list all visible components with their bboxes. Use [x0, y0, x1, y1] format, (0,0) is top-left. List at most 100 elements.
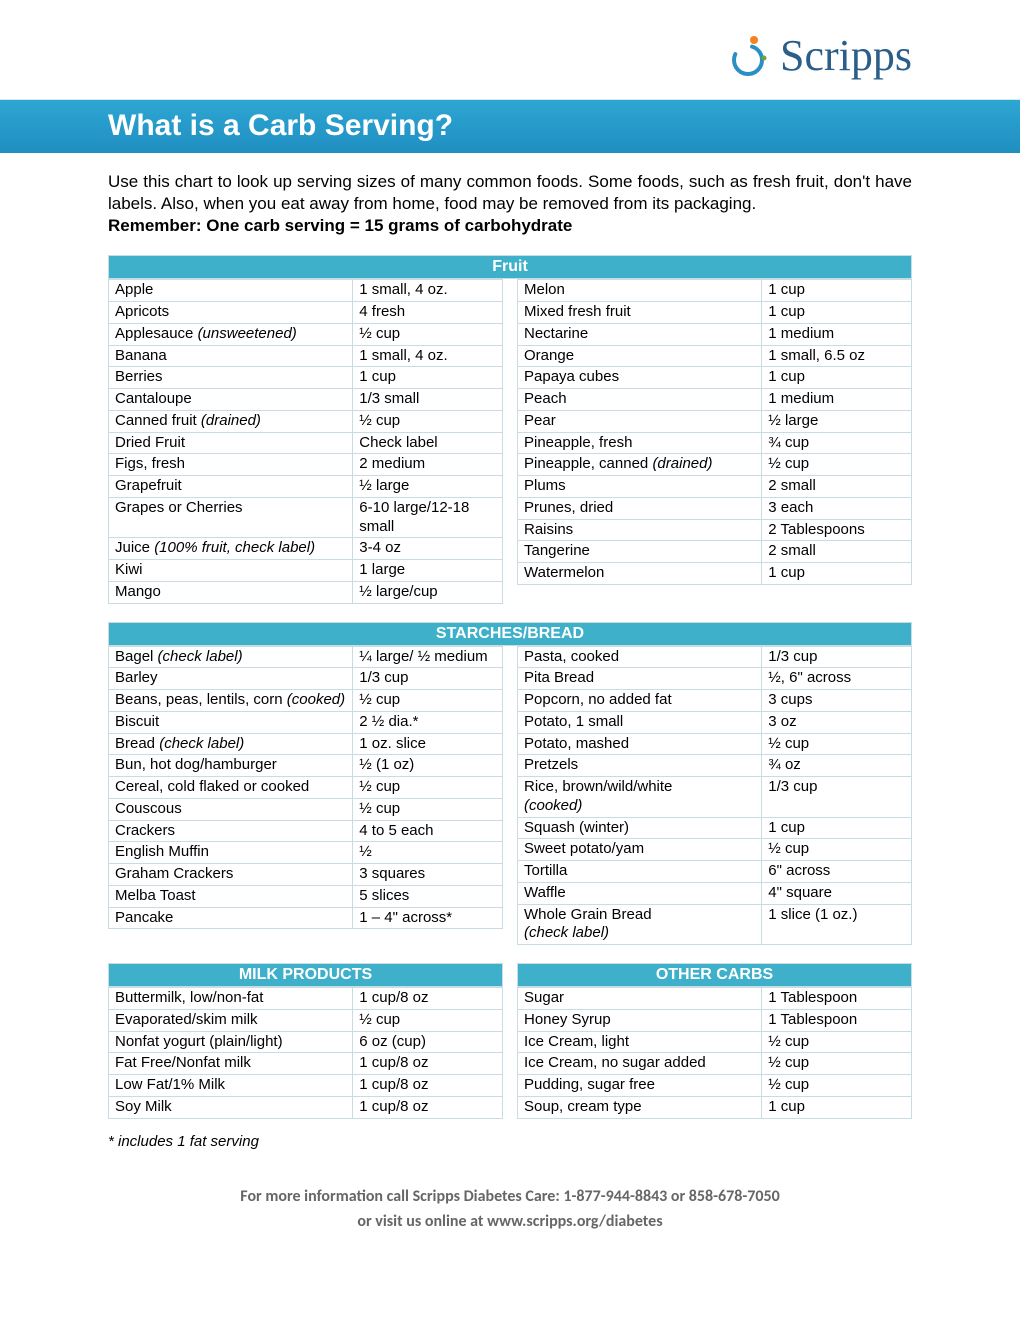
intro-text: Use this chart to look up serving sizes …	[108, 171, 912, 237]
scripps-logo: Scripps	[724, 30, 912, 81]
serving-cell: ½ cup	[353, 798, 503, 820]
table-row: Bagel (check label)¼ large/ ½ medium	[109, 646, 503, 668]
serving-cell: ¼ large/ ½ medium	[353, 646, 503, 668]
serving-cell: 1 Tablespoon	[762, 1009, 912, 1031]
serving-cell: 1 cup	[762, 1096, 912, 1118]
food-cell: Cantaloupe	[109, 389, 353, 411]
food-cell: Prunes, dried	[518, 497, 762, 519]
serving-cell: ½ (1 oz)	[353, 755, 503, 777]
serving-cell: 1/3 cup	[762, 646, 912, 668]
table-row: Peach1 medium	[518, 389, 912, 411]
table-row: Rice, brown/wild/white(cooked)1/3 cup	[518, 777, 912, 818]
serving-cell: 2 ½ dia.*	[353, 711, 503, 733]
serving-cell: 1 slice (1 oz.)	[762, 904, 912, 945]
table-row: Beans, peas, lentils, corn (cooked)½ cup	[109, 690, 503, 712]
food-cell: Sugar	[518, 988, 762, 1010]
table-row: Watermelon1 cup	[518, 563, 912, 585]
table-row: Melon1 cup	[518, 280, 912, 302]
table-row: Pineapple, fresh¾ cup	[518, 432, 912, 454]
table-row: Pasta, cooked1/3 cup	[518, 646, 912, 668]
table-row: Plums2 small	[518, 476, 912, 498]
section-fruit: Fruit Apple1 small, 4 oz.Apricots4 fresh…	[108, 255, 912, 603]
table-row: Mixed fresh fruit1 cup	[518, 302, 912, 324]
section-header-other: OTHER CARBS	[517, 963, 912, 987]
table-row: Nonfat yogurt (plain/light)6 oz (cup)	[109, 1031, 503, 1053]
serving-cell: 1 cup	[762, 280, 912, 302]
serving-cell: 5 slices	[353, 885, 503, 907]
table-row: Melba Toast5 slices	[109, 885, 503, 907]
serving-cell: 1 cup	[762, 367, 912, 389]
food-cell: Sweet potato/yam	[518, 839, 762, 861]
table-row: Sweet potato/yam½ cup	[518, 839, 912, 861]
serving-cell: 1 oz. slice	[353, 733, 503, 755]
starches-table-left: Bagel (check label)¼ large/ ½ mediumBarl…	[108, 646, 503, 930]
serving-cell: 1 small, 4 oz.	[353, 345, 503, 367]
table-row: Pita Bread½, 6" across	[518, 668, 912, 690]
serving-cell: ½ cup	[762, 1053, 912, 1075]
food-cell: Mango	[109, 581, 353, 603]
food-cell: Ice Cream, light	[518, 1031, 762, 1053]
table-row: Figs, fresh2 medium	[109, 454, 503, 476]
table-row: Apple1 small, 4 oz.	[109, 280, 503, 302]
table-row: Waffle4" square	[518, 882, 912, 904]
table-row: Applesauce (unsweetened)½ cup	[109, 323, 503, 345]
serving-cell: ¾ oz	[762, 755, 912, 777]
food-cell: Squash (winter)	[518, 817, 762, 839]
serving-cell: 4 to 5 each	[353, 820, 503, 842]
food-cell: Canned fruit (drained)	[109, 410, 353, 432]
serving-cell: ½, 6" across	[762, 668, 912, 690]
table-row: Pretzels¾ oz	[518, 755, 912, 777]
serving-cell: 1 medium	[762, 323, 912, 345]
footnote: * includes 1 fat serving	[108, 1133, 912, 1150]
food-cell: Juice (100% fruit, check label)	[109, 538, 353, 560]
serving-cell: 2 small	[762, 541, 912, 563]
food-cell: Graham Crackers	[109, 864, 353, 886]
food-cell: Orange	[518, 345, 762, 367]
food-cell: Raisins	[518, 519, 762, 541]
serving-cell: ½ large	[762, 410, 912, 432]
food-cell: Nonfat yogurt (plain/light)	[109, 1031, 353, 1053]
serving-cell: 1 cup/8 oz	[353, 1096, 503, 1118]
table-row: Couscous½ cup	[109, 798, 503, 820]
food-cell: Plums	[518, 476, 762, 498]
serving-cell: 3 squares	[353, 864, 503, 886]
food-cell: Melba Toast	[109, 885, 353, 907]
fruit-table-right: Melon1 cupMixed fresh fruit1 cupNectarin…	[517, 279, 912, 585]
food-cell: Bread (check label)	[109, 733, 353, 755]
footer-line2: or visit us online at www.scripps.org/di…	[108, 1209, 912, 1235]
food-cell: Pasta, cooked	[518, 646, 762, 668]
footer: For more information call Scripps Diabet…	[108, 1184, 912, 1235]
table-row: Ice Cream, no sugar added½ cup	[518, 1053, 912, 1075]
table-row: Tortilla6" across	[518, 861, 912, 883]
table-row: Bread (check label)1 oz. slice	[109, 733, 503, 755]
serving-cell: 1/3 cup	[762, 777, 912, 818]
serving-cell: 1 Tablespoon	[762, 988, 912, 1010]
food-cell: Apricots	[109, 302, 353, 324]
fruit-table-left: Apple1 small, 4 oz.Apricots4 freshApples…	[108, 279, 503, 603]
food-cell: Bagel (check label)	[109, 646, 353, 668]
table-row: Nectarine1 medium	[518, 323, 912, 345]
table-row: Grapes or Cherries6-10 large/12-18 small	[109, 497, 503, 538]
serving-cell: ¾ cup	[762, 432, 912, 454]
table-row: Popcorn, no added fat3 cups	[518, 690, 912, 712]
food-cell: Pear	[518, 410, 762, 432]
scripps-logo-icon	[724, 32, 772, 80]
table-row: Barley1/3 cup	[109, 668, 503, 690]
table-row: Graham Crackers3 squares	[109, 864, 503, 886]
serving-cell: 1 small, 6.5 oz	[762, 345, 912, 367]
title-bar: What is a Carb Serving?	[0, 99, 1020, 153]
food-cell: Soup, cream type	[518, 1096, 762, 1118]
table-row: Banana1 small, 4 oz.	[109, 345, 503, 367]
table-row: Low Fat/1% Milk1 cup/8 oz	[109, 1075, 503, 1097]
serving-cell: 1 cup	[353, 367, 503, 389]
logo-row: Scripps	[108, 30, 912, 81]
serving-cell: 1 cup/8 oz	[353, 988, 503, 1010]
food-cell: Pancake	[109, 907, 353, 929]
table-row: Bun, hot dog/hamburger½ (1 oz)	[109, 755, 503, 777]
food-cell: Mixed fresh fruit	[518, 302, 762, 324]
intro-bold: Remember: One carb serving = 15 grams of…	[108, 216, 572, 235]
serving-cell: 3-4 oz	[353, 538, 503, 560]
serving-cell: 1/3 small	[353, 389, 503, 411]
serving-cell: ½ cup	[353, 690, 503, 712]
food-cell: Couscous	[109, 798, 353, 820]
